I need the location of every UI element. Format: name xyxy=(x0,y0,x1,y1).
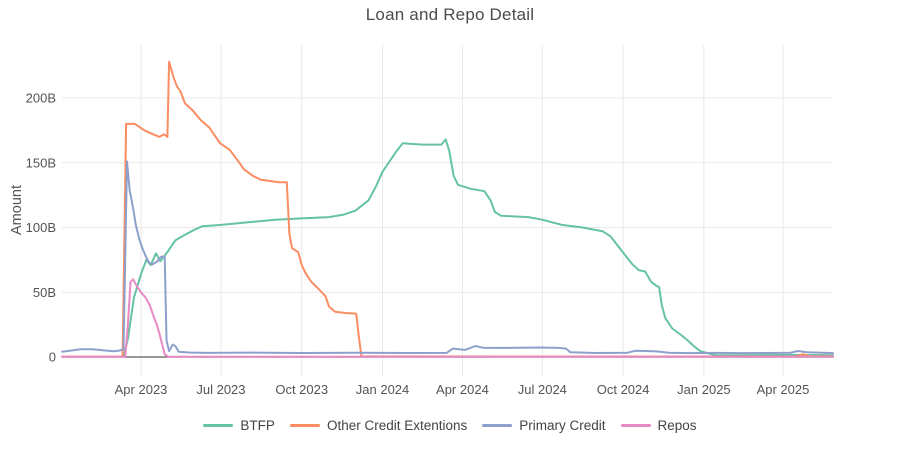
series-line-other-credit-extentions xyxy=(61,60,834,358)
legend-item-repos[interactable]: Repos xyxy=(620,417,697,433)
legend-line-swatch-primary-credit xyxy=(482,423,513,427)
chart-legend: BTFP Other Credit Extentions Primary Credi… xyxy=(0,413,900,437)
series-line-primary-credit xyxy=(61,160,834,355)
legend-item-primary-credit[interactable]: Primary Credit xyxy=(482,417,606,433)
x-tick-label-apr-2023: Apr 2023 xyxy=(115,382,168,397)
legend-line-swatch-btfp xyxy=(203,423,234,427)
legend-label-repos: Repos xyxy=(657,417,697,433)
y-tick-label-100B: 100B xyxy=(26,220,56,235)
y-tick-label-0: 0 xyxy=(49,350,56,365)
legend-label-primary-credit: Primary Credit xyxy=(519,417,606,433)
legend-label-other-credit-extentions: Other Credit Extentions xyxy=(326,417,468,433)
y-tick-label-50B: 50B xyxy=(33,285,56,300)
legend-item-btfp[interactable]: BTFP xyxy=(203,418,275,433)
series-line-btfp xyxy=(122,138,834,358)
x-tick-label-apr-2025: Apr 2025 xyxy=(757,382,810,397)
y-tick-label-200B: 200B xyxy=(26,91,56,106)
chart-title: Loan and Repo Detail xyxy=(365,5,535,24)
legend-item-other-credit-extentions[interactable]: Other Credit Extentions xyxy=(289,417,468,433)
legend-line-swatch-other-credit-extentions xyxy=(289,423,320,427)
x-tick-label-apr-2024: Apr 2024 xyxy=(436,382,489,397)
y-tick-label-150B: 150B xyxy=(26,155,56,170)
series-line-repos xyxy=(61,278,834,358)
x-tick-label-jan-2025: Jan 2025 xyxy=(677,382,731,397)
x-tick-label-jul-2024: Jul 2024 xyxy=(518,382,567,397)
legend-label-btfp: BTFP xyxy=(240,417,275,433)
x-tick-label-oct-2024: Oct 2024 xyxy=(597,382,650,397)
x-tick-label-jan-2024: Jan 2024 xyxy=(356,382,410,397)
x-tick-label-oct-2023: Oct 2023 xyxy=(275,382,328,397)
x-tick-label-jul-2023: Jul 2023 xyxy=(196,382,245,397)
legend-line-swatch-repos xyxy=(620,423,651,427)
